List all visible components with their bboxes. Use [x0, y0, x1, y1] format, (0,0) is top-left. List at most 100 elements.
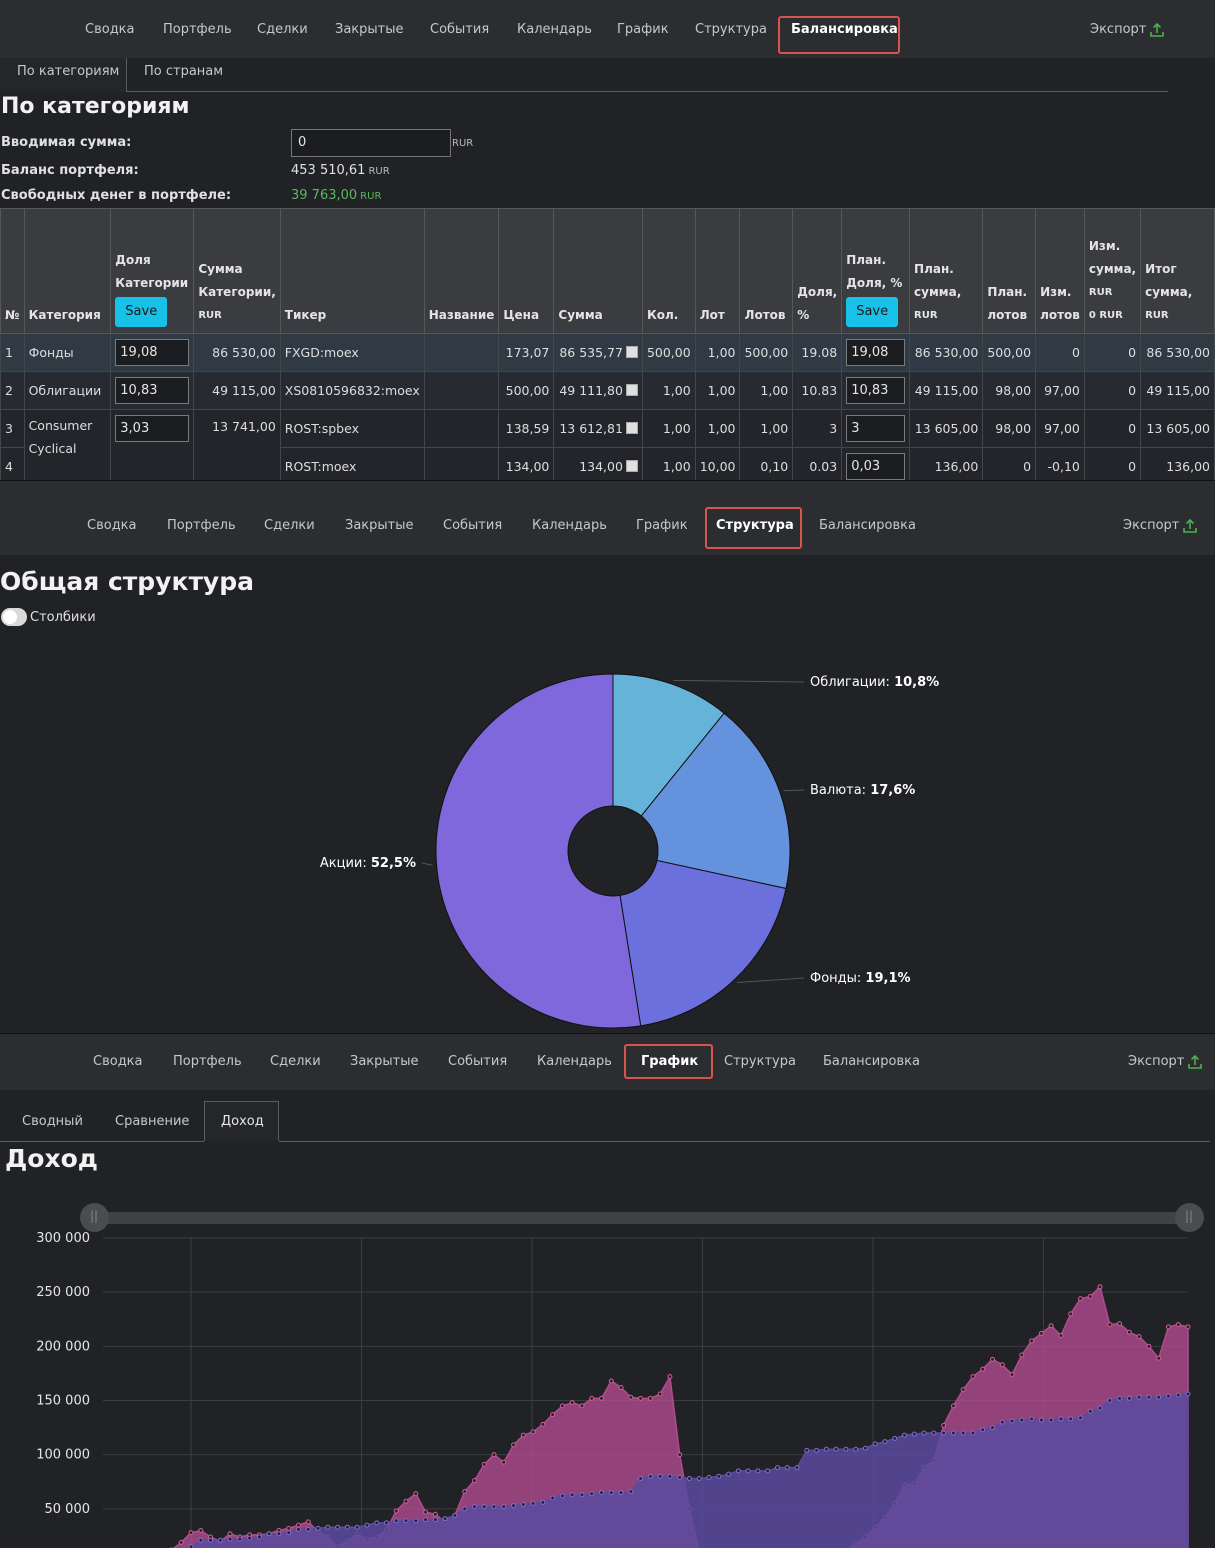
data-point[interactable] — [647, 1395, 653, 1401]
plan-share-input[interactable]: 0,03 — [846, 453, 906, 480]
data-point[interactable] — [1087, 1408, 1093, 1414]
pie-slice[interactable] — [612, 850, 787, 1027]
nav-deals[interactable]: Сделки — [270, 1054, 321, 1069]
subtab-comparison[interactable]: Сравнение — [115, 1114, 190, 1129]
data-point[interactable] — [579, 1492, 585, 1498]
data-point[interactable] — [1058, 1416, 1064, 1422]
data-point[interactable] — [569, 1400, 575, 1406]
data-point[interactable] — [999, 1362, 1005, 1368]
subtab-income[interactable]: Доход — [204, 1101, 279, 1141]
data-point[interactable] — [990, 1356, 996, 1362]
data-point[interactable] — [530, 1500, 536, 1506]
data-point[interactable] — [511, 1503, 517, 1509]
nav-closed[interactable]: Закрытые — [335, 22, 404, 37]
data-point[interactable] — [1048, 1417, 1054, 1423]
nav-deals[interactable]: Сделки — [257, 22, 308, 37]
data-point[interactable] — [491, 1504, 497, 1510]
nav-events[interactable]: События — [448, 1054, 508, 1069]
data-point[interactable] — [931, 1430, 937, 1436]
data-point[interactable] — [374, 1520, 380, 1526]
save-plan-share-button[interactable]: Save — [846, 297, 899, 327]
data-point[interactable] — [862, 1445, 868, 1451]
nav-chart[interactable]: График — [617, 22, 669, 37]
data-point[interactable] — [501, 1459, 507, 1465]
data-point[interactable] — [481, 1504, 487, 1510]
bars-toggle[interactable] — [1, 608, 27, 626]
data-point[interactable] — [178, 1539, 184, 1545]
data-point[interactable] — [999, 1419, 1005, 1425]
data-point[interactable] — [305, 1526, 311, 1532]
data-point[interactable] — [315, 1525, 321, 1531]
export-button[interactable]: Экспорт — [1128, 1034, 1203, 1090]
data-point[interactable] — [1009, 1372, 1015, 1377]
data-point[interactable] — [295, 1522, 301, 1528]
data-point[interactable] — [335, 1524, 341, 1530]
data-point[interactable] — [667, 1473, 673, 1479]
data-point[interactable] — [462, 1506, 468, 1512]
data-point[interactable] — [784, 1465, 790, 1471]
data-point[interactable] — [726, 1471, 732, 1477]
data-point[interactable] — [1019, 1417, 1025, 1423]
data-point[interactable] — [1097, 1284, 1103, 1290]
save-share-button[interactable]: Save — [115, 297, 168, 327]
share-input[interactable]: 3,03 — [115, 415, 190, 442]
data-point[interactable] — [960, 1387, 966, 1393]
data-point[interactable] — [1009, 1418, 1015, 1424]
data-point[interactable] — [452, 1512, 458, 1518]
data-point[interactable] — [1029, 1338, 1035, 1344]
data-point[interactable] — [1068, 1416, 1074, 1422]
subtab-by-category[interactable]: По категориям — [17, 64, 120, 79]
data-point[interactable] — [950, 1430, 956, 1436]
data-point[interactable] — [1038, 1417, 1044, 1423]
data-point[interactable] — [872, 1441, 878, 1447]
row-checkbox[interactable] — [625, 384, 638, 396]
range-handle-right[interactable]: || — [1175, 1203, 1204, 1232]
data-point[interactable] — [1038, 1330, 1044, 1336]
data-point[interactable] — [980, 1427, 986, 1433]
nav-chart[interactable]: График — [641, 1054, 699, 1069]
nav-portfolio[interactable]: Портфель — [163, 22, 232, 37]
data-point[interactable] — [765, 1468, 771, 1474]
nav-chart[interactable]: График — [636, 518, 688, 533]
data-point[interactable] — [1048, 1323, 1054, 1329]
pie-slice[interactable] — [612, 673, 725, 853]
data-point[interactable] — [383, 1520, 389, 1526]
data-point[interactable] — [403, 1498, 409, 1504]
row-checkbox[interactable] — [625, 460, 638, 472]
data-point[interactable] — [432, 1517, 438, 1523]
data-point[interactable] — [530, 1429, 536, 1435]
data-point[interactable] — [599, 1490, 605, 1496]
data-point[interactable] — [774, 1465, 780, 1471]
plan-share-input[interactable]: 19,08 — [846, 339, 906, 366]
data-point[interactable] — [1087, 1294, 1093, 1299]
data-point[interactable] — [1077, 1296, 1083, 1302]
category-subtab[interactable] — [0, 58, 127, 92]
data-point[interactable] — [276, 1531, 282, 1537]
data-point[interactable] — [227, 1536, 233, 1542]
data-point[interactable] — [344, 1524, 350, 1530]
data-point[interactable] — [804, 1447, 810, 1453]
data-point[interactable] — [1185, 1391, 1191, 1397]
data-point[interactable] — [1175, 1322, 1181, 1328]
data-point[interactable] — [208, 1537, 214, 1543]
data-point[interactable] — [1136, 1334, 1142, 1340]
data-point[interactable] — [1126, 1395, 1132, 1401]
nav-calendar[interactable]: Календарь — [532, 518, 607, 533]
data-point[interactable] — [188, 1530, 194, 1536]
data-point[interactable] — [970, 1374, 976, 1380]
data-point[interactable] — [628, 1489, 634, 1494]
data-point[interactable] — [286, 1525, 292, 1531]
data-point[interactable] — [892, 1435, 898, 1441]
data-point[interactable] — [305, 1519, 311, 1525]
data-point[interactable] — [1107, 1398, 1113, 1403]
data-point[interactable] — [237, 1536, 243, 1542]
data-point[interactable] — [247, 1535, 253, 1541]
data-point[interactable] — [638, 1476, 644, 1481]
data-point[interactable] — [1156, 1394, 1162, 1400]
data-point[interactable] — [198, 1537, 204, 1543]
export-button[interactable]: Экспорт — [1090, 0, 1165, 58]
data-point[interactable] — [657, 1391, 663, 1397]
nav-structure[interactable]: Структура — [695, 22, 767, 37]
data-point[interactable] — [1165, 1324, 1171, 1330]
nav-summary[interactable]: Сводка — [85, 22, 135, 37]
